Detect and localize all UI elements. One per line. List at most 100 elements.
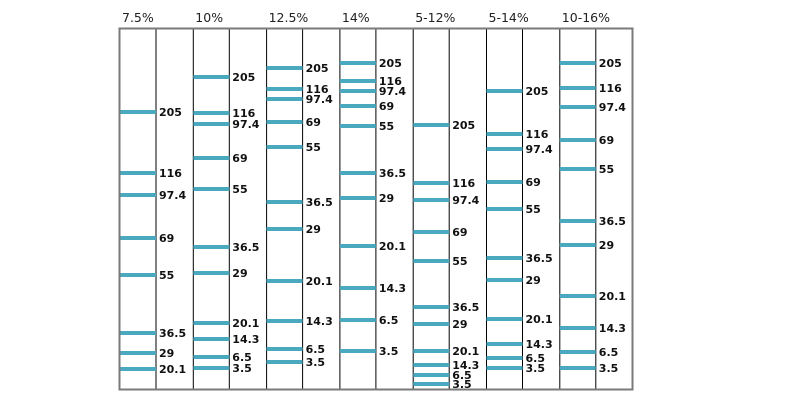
marker-label: 116 [599, 82, 622, 95]
marker-label: 116 [232, 107, 255, 120]
marker-band [120, 171, 156, 175]
gel-headers: 7.5% 10% 12.5% 14% 5-12% 5-14% 10-16% [122, 10, 610, 25]
gel-lane-6: 205 116 97.4 69 55 36.5 29 20.1 14.3 6.5 3.5 [559, 29, 626, 389]
marker-band [266, 97, 303, 101]
marker-band [413, 198, 450, 202]
marker-label: 29 [599, 239, 614, 252]
marker-band [486, 132, 523, 136]
marker-label: 116 [379, 75, 402, 88]
marker-band [339, 124, 376, 128]
marker-label: 20.1 [526, 313, 553, 326]
marker-label: 3.5 [232, 362, 252, 375]
gel-header-1: 10% [195, 10, 223, 25]
marker-label: 97.4 [599, 101, 626, 114]
gel-header-0: 7.5% [122, 10, 154, 25]
marker-band [193, 156, 230, 160]
marker-label: 14.3 [526, 338, 553, 351]
marker-label: 97.4 [379, 85, 406, 98]
marker-band [486, 342, 523, 346]
marker-band [193, 355, 230, 359]
gel-header-4: 5-12% [415, 10, 455, 25]
marker-band [193, 271, 230, 275]
marker-label: 55 [526, 203, 541, 216]
marker-label: 55 [306, 141, 321, 154]
marker-band [339, 61, 376, 65]
marker-label: 97.4 [159, 189, 186, 202]
marker-band [193, 366, 230, 370]
marker-label: 69 [452, 226, 467, 239]
marker-band [486, 256, 523, 260]
marker-label: 116 [306, 83, 329, 96]
marker-band [266, 66, 303, 70]
gel-header-6: 10-16% [562, 10, 610, 25]
marker-label: 36.5 [452, 301, 479, 314]
marker-band [339, 104, 376, 108]
marker-band [559, 294, 596, 298]
gel-frame [118, 27, 634, 391]
marker-label: 6.5 [306, 343, 326, 356]
marker-band [120, 351, 156, 355]
marker-band [266, 120, 303, 124]
marker-label: 205 [599, 57, 622, 70]
marker-band [413, 181, 450, 185]
marker-label: 55 [159, 269, 174, 282]
marker-band [413, 259, 450, 263]
marker-label: 3.5 [452, 378, 472, 391]
marker-band [413, 123, 450, 127]
marker-label: 116 [452, 177, 475, 190]
marker-label: 14.3 [306, 315, 333, 328]
marker-band [339, 89, 376, 93]
marker-label: 69 [232, 152, 247, 165]
marker-band [266, 360, 303, 364]
marker-band [120, 367, 156, 371]
marker-label: 3.5 [379, 345, 399, 358]
gel-lane-4: 205 116 97.4 69 55 36.5 29 20.114.36.53.5 [412, 29, 480, 391]
marker-band [559, 138, 596, 142]
marker-label: 3.5 [306, 356, 326, 369]
marker-label: 14.3 [379, 282, 406, 295]
marker-band [266, 319, 303, 323]
marker-band [193, 337, 230, 341]
marker-label: 6.5 [232, 351, 252, 364]
marker-label: 36.5 [379, 167, 406, 180]
marker-band [339, 349, 376, 353]
marker-band [559, 86, 596, 90]
marker-band [193, 187, 230, 191]
marker-band [559, 105, 596, 109]
gel-lane-0: 205 116 97.4 69 55 36.5 29 20.1 [120, 29, 186, 389]
marker-band [486, 356, 523, 360]
marker-label: 97.4 [306, 93, 333, 106]
gel-header-3: 14% [342, 10, 370, 25]
marker-band [559, 243, 596, 247]
marker-label: 29 [159, 347, 174, 360]
marker-label: 205 [452, 119, 475, 132]
marker-label: 36.5 [526, 252, 553, 265]
marker-band [120, 273, 156, 277]
marker-band [339, 196, 376, 200]
marker-label: 29 [452, 318, 467, 331]
marker-band [413, 382, 450, 386]
marker-label: 69 [159, 232, 174, 245]
marker-label: 55 [232, 183, 247, 196]
marker-band [559, 61, 596, 65]
marker-band [486, 180, 523, 184]
marker-label: 36.5 [159, 327, 186, 340]
marker-band [193, 75, 230, 79]
marker-label: 55 [452, 255, 467, 268]
marker-band [339, 244, 376, 248]
marker-label: 20.1 [232, 317, 259, 330]
marker-band [486, 147, 523, 151]
marker-band [266, 87, 303, 91]
marker-band [486, 317, 523, 321]
gel-header-2: 12.5% [269, 10, 309, 25]
marker-band [266, 227, 303, 231]
marker-label: 36.5 [232, 241, 259, 254]
marker-band [486, 366, 523, 370]
marker-band [120, 110, 156, 114]
marker-band [339, 286, 376, 290]
marker-label: 20.1 [599, 290, 626, 303]
marker-label: 20.1 [159, 363, 186, 376]
marker-label: 69 [379, 100, 394, 113]
